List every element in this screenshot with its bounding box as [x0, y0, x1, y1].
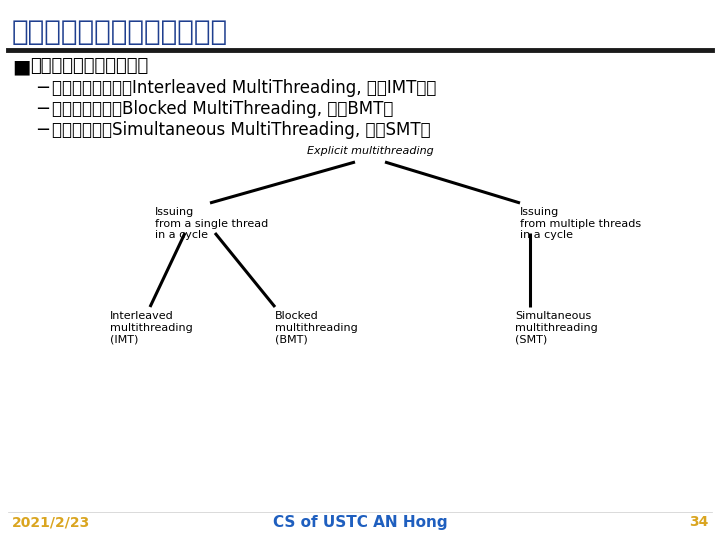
- Text: 块交错多线程（Blocked MultiThreading, 简称BMT）: 块交错多线程（Blocked MultiThreading, 简称BMT）: [52, 100, 393, 118]
- Text: ■: ■: [12, 57, 30, 76]
- Text: Interleaved
multithreading
(IMT): Interleaved multithreading (IMT): [110, 311, 193, 344]
- Text: 34: 34: [688, 515, 708, 529]
- Text: 基于指令的调度执行方式: 基于指令的调度执行方式: [30, 57, 148, 75]
- Text: −: −: [35, 121, 50, 139]
- Text: Issuing
from multiple threads
in a cycle: Issuing from multiple threads in a cycle: [520, 207, 641, 240]
- Text: Explicit multithreading: Explicit multithreading: [307, 146, 433, 156]
- Text: CS of USTC AN Hong: CS of USTC AN Hong: [273, 515, 447, 530]
- Text: 指令交错多线程（Interleaved MultiThreading, 简称IMT）、: 指令交错多线程（Interleaved MultiThreading, 简称IM…: [52, 79, 436, 97]
- Text: −: −: [35, 100, 50, 118]
- Text: Issuing
from a single thread
in a cycle: Issuing from a single thread in a cycle: [155, 207, 269, 240]
- Text: Blocked
multithreading
(BMT): Blocked multithreading (BMT): [275, 311, 358, 344]
- Text: 同时多线程（Simultaneous MultiThreading, 简称SMT）: 同时多线程（Simultaneous MultiThreading, 简称SMT…: [52, 121, 431, 139]
- Text: −: −: [35, 79, 50, 97]
- Text: 多线程处理器的体系结构分类: 多线程处理器的体系结构分类: [12, 18, 228, 46]
- Text: Simultaneous
multithreading
(SMT): Simultaneous multithreading (SMT): [515, 311, 598, 344]
- Text: 2021/2/23: 2021/2/23: [12, 515, 90, 529]
